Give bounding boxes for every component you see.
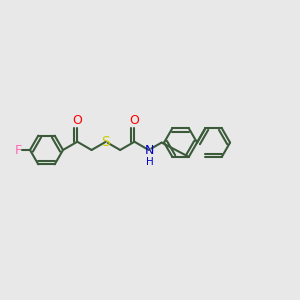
Text: S: S: [101, 135, 110, 149]
Text: H: H: [146, 157, 153, 166]
Text: O: O: [72, 114, 82, 127]
Text: O: O: [130, 114, 140, 127]
Text: N: N: [145, 143, 154, 157]
Text: F: F: [15, 143, 22, 157]
